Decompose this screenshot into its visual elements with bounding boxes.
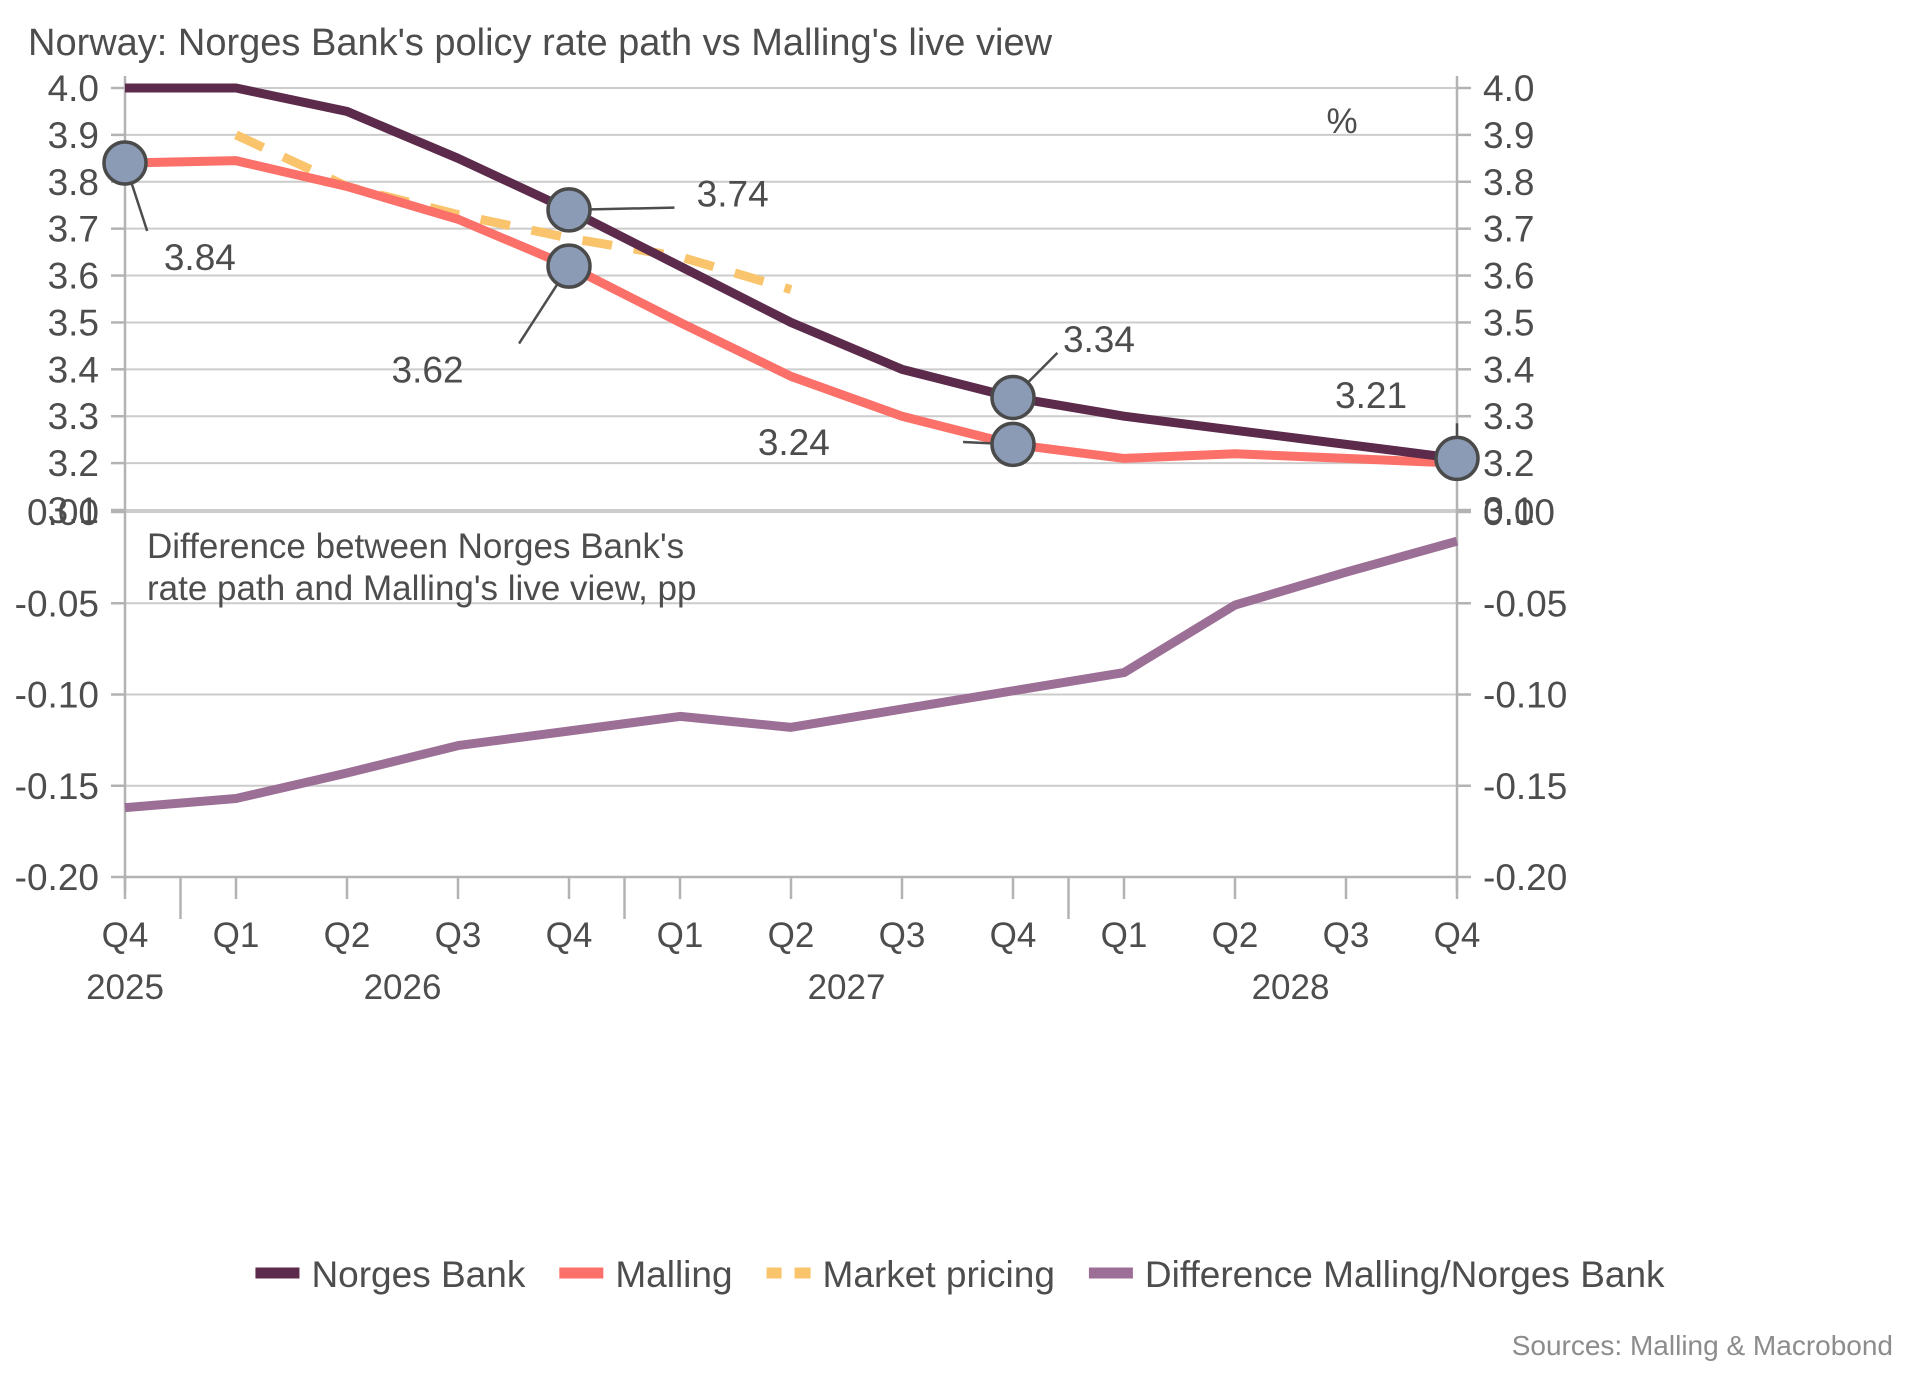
x-axis-quarter-label: Q3: [879, 916, 926, 955]
y-axis-label-right-difference: -0.05: [1483, 583, 1567, 624]
x-axis-quarter-label: Q3: [435, 916, 482, 955]
y-axis-label-left-difference: -0.10: [15, 675, 99, 716]
annotation-value-label: 3.84: [164, 237, 236, 278]
y-axis-label-left-rates: 3.9: [48, 115, 99, 156]
data-point-marker[interactable]: [990, 421, 1036, 468]
legend-label-3[interactable]: Difference Malling/Norges Bank: [1145, 1254, 1665, 1295]
y-axis-label-left-rates: 3.3: [48, 396, 99, 437]
y-axis-label-right-rates: 3.7: [1483, 209, 1534, 250]
y-axis-label-left-difference: 0.00: [27, 492, 99, 533]
y-axis-label-right-rates: 3.9: [1483, 115, 1534, 156]
data-point-marker[interactable]: [1434, 435, 1480, 482]
x-axis-quarter-label: Q2: [324, 916, 371, 955]
x-axis-quarter-label: Q4: [1434, 916, 1481, 955]
annotation-value-label: 3.62: [392, 349, 464, 390]
y-axis-label-right-rates: 3.8: [1483, 162, 1534, 203]
x-axis-quarter-label: Q4: [102, 916, 149, 955]
y-axis-label-left-rates: 3.2: [48, 443, 99, 484]
y-axis-label-right-difference: -0.15: [1483, 766, 1567, 807]
x-axis-year-label: 2026: [364, 968, 442, 1007]
difference-panel-note-line2: rate path and Malling's live view, pp: [147, 569, 697, 608]
x-axis-year-label: 2027: [808, 968, 886, 1007]
legend-label-2[interactable]: Market pricing: [823, 1254, 1055, 1295]
y-axis-label-left-rates: 3.1: [48, 490, 99, 531]
y-axis-label-left-rates: 3.4: [48, 349, 99, 390]
x-axis-quarter-label: Q4: [990, 916, 1037, 955]
x-axis-quarter-label: Q1: [657, 916, 704, 955]
y-axis-label-right-difference: 0.00: [1483, 492, 1555, 533]
y-axis-label-right-rates: 3.2: [1483, 443, 1534, 484]
data-point-marker[interactable]: [546, 187, 592, 233]
y-axis-label-left-difference: -0.15: [15, 766, 99, 807]
x-axis-quarter-label: Q1: [1101, 916, 1148, 955]
y-axis-label-left-rates: 3.7: [48, 209, 99, 250]
data-point-marker[interactable]: [546, 243, 592, 289]
sources-label: Sources: Malling & Macrobond: [1512, 1330, 1893, 1361]
annotation-value-label: 3.74: [697, 174, 769, 215]
annotation-value-label: 3.21: [1335, 375, 1407, 416]
x-axis-year-label: 2025: [86, 968, 164, 1007]
y-axis-label-right-rates: 3.6: [1483, 256, 1534, 297]
data-point-marker[interactable]: [990, 374, 1036, 421]
y-axis-label-left-rates: 3.6: [48, 256, 99, 297]
y-axis-label-right-rates: 3.1: [1483, 490, 1534, 531]
y-axis-label-left-rates: 4.0: [48, 68, 99, 109]
data-point-marker[interactable]: [102, 140, 148, 186]
page-title: Norway: Norges Bank's policy rate path v…: [28, 22, 1053, 64]
y-axis-label-left-difference: -0.20: [15, 857, 99, 898]
difference-panel-note-line1: Difference between Norges Bank's: [147, 527, 684, 566]
y-axis-label-left-difference: -0.05: [15, 583, 99, 624]
y-axis-label-right-rates: 3.5: [1483, 302, 1534, 343]
x-axis-quarter-label: Q2: [768, 916, 815, 955]
series-line-norges-bank: [125, 83, 1458, 463]
y-axis-label-right-difference: -0.10: [1483, 675, 1567, 716]
series-line-malling: [124, 156, 1458, 468]
series-line-difference: [124, 536, 1459, 813]
y-axis-label-left-rates: 3.5: [48, 302, 99, 343]
x-axis-year-label: 2028: [1252, 968, 1330, 1007]
series-line-market-pricing: [234, 130, 793, 294]
x-axis-quarter-label: Q4: [546, 916, 593, 955]
annotation-value-label: 3.24: [758, 422, 830, 463]
legend-label-1[interactable]: Malling: [615, 1254, 732, 1295]
x-axis-quarter-label: Q1: [213, 916, 260, 955]
y-axis-label-right-rates: 3.3: [1483, 396, 1534, 437]
legend-label-0[interactable]: Norges Bank: [311, 1254, 525, 1295]
unit-label-percent: %: [1326, 102, 1357, 141]
annotation-value-label: 3.34: [1063, 319, 1135, 360]
x-axis-quarter-label: Q2: [1212, 916, 1259, 955]
x-axis-quarter-label: Q3: [1323, 916, 1370, 955]
y-axis-label-left-rates: 3.8: [48, 162, 99, 203]
y-axis-label-right-difference: -0.20: [1483, 857, 1567, 898]
y-axis-label-right-rates: 3.4: [1483, 349, 1534, 390]
chart-render-layer: 3.1 3.1 3.2 3.2 3.3 3.3 3.4 3.4 3.5 3.5 3.6 3.6 3.7 3…: [15, 68, 1893, 1361]
y-axis-label-right-rates: 4.0: [1483, 68, 1534, 109]
